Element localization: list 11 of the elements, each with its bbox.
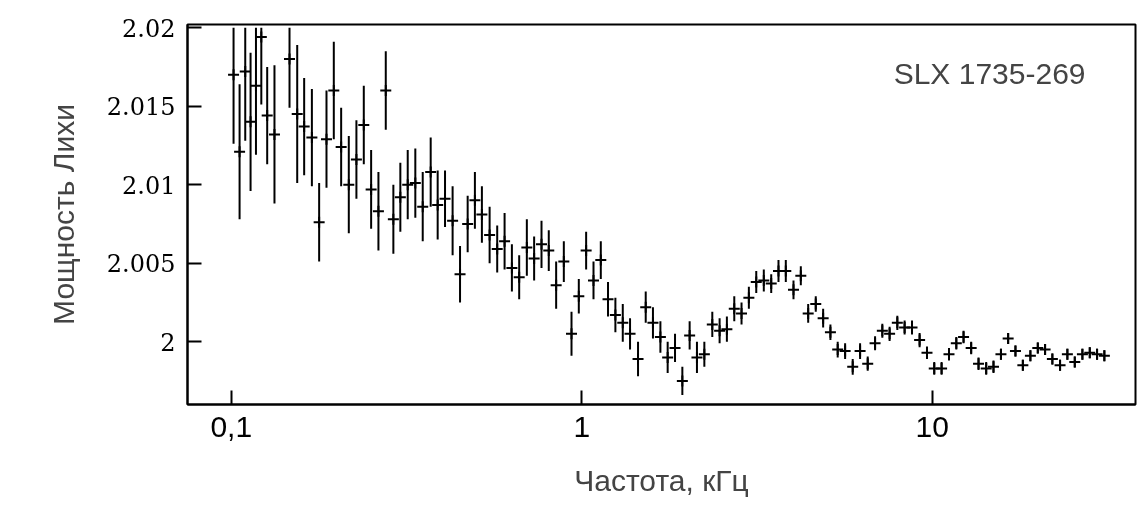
x-tick-label: 1	[573, 409, 591, 443]
x-axis-title: Частота, кГц	[574, 463, 749, 497]
y-tick-label: 2.015	[106, 93, 176, 122]
annotation: SLX 1735-269	[893, 57, 1086, 90]
x-tick-label: 0,1	[210, 409, 253, 443]
y-tick-label: 2.02	[122, 14, 176, 43]
y-tick-label: 2.005	[106, 250, 176, 279]
x-tick-label: 10	[915, 409, 949, 443]
y-tick-label: 2	[160, 328, 176, 357]
y-tick-label: 2.01	[122, 171, 176, 200]
y-axis-title: Мощность Лихи	[46, 104, 80, 325]
